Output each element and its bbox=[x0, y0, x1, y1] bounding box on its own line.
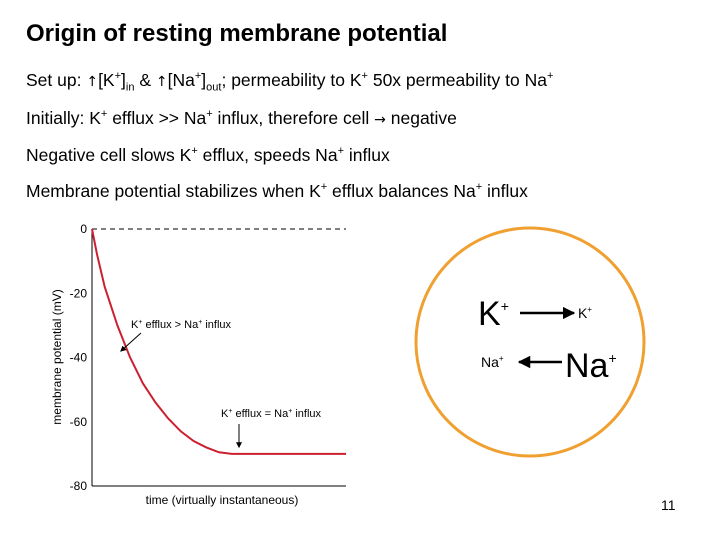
chart-xlabel: time (virtually instantaneous) bbox=[146, 493, 299, 507]
y-tick-label: -40 bbox=[70, 351, 88, 365]
k-ion-large: K+ bbox=[478, 295, 509, 333]
bullet-initially: Initially: K+ efflux >> Na+ influx, ther… bbox=[26, 108, 457, 128]
up-arrow-icon: ↑ bbox=[86, 74, 99, 90]
bullet-negative-cell: Negative cell slows K+ efflux, speeds Na… bbox=[26, 145, 390, 165]
na-ion-large: Na+ bbox=[565, 347, 617, 385]
chart-ylabel: membrane potential (mV) bbox=[50, 289, 64, 424]
cell-membrane-circle bbox=[414, 226, 646, 458]
y-tick-label: -80 bbox=[70, 479, 88, 493]
up-arrow-icon: ↑ bbox=[155, 74, 168, 90]
page-number: 11 bbox=[661, 497, 676, 513]
annotation-arrow-efflux-greater bbox=[120, 332, 142, 352]
bullet-stabilizes: Membrane potential stabilizes when K+ ef… bbox=[26, 181, 528, 201]
y-tick-label: -20 bbox=[70, 286, 88, 300]
slide-title: Origin of resting membrane potential bbox=[26, 20, 448, 47]
na-ion-small: Na+ bbox=[481, 354, 504, 370]
annotation-label-efflux-equal: K+ efflux = Na+ influx bbox=[221, 408, 322, 420]
y-tick-label: 0 bbox=[80, 222, 87, 236]
series-line bbox=[91, 228, 346, 455]
right-arrow-icon: → bbox=[374, 112, 386, 128]
k-ion-small: K+ bbox=[578, 305, 592, 321]
y-tick-label: -60 bbox=[70, 415, 88, 429]
annotation-label-efflux-greater: K+ efflux > Na+ influx bbox=[131, 319, 232, 331]
bullet-setup: Set up: ↑[K+]in & ↑[Na+]out; permeabilit… bbox=[26, 70, 554, 94]
